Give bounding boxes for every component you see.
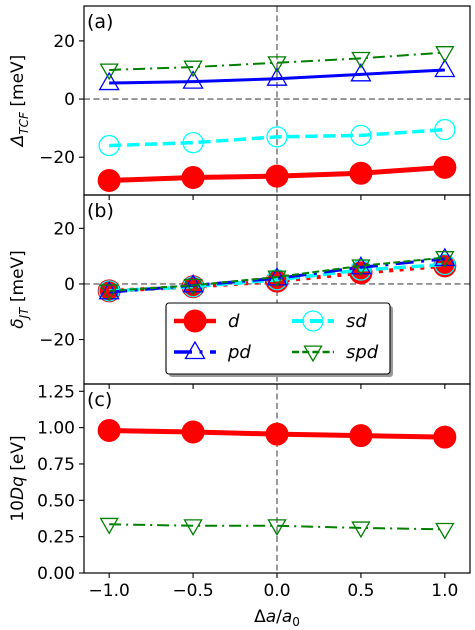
data-point-pd [350,63,372,82]
legend-label-spd: spd [346,342,379,363]
x-axis-label: Δa/a0 [254,607,300,629]
panel-1: −20 0 20 (a) ΔTCF [meV] [8,5,471,200]
y-tick-label: −20 [39,148,75,168]
panel-3: 0.00 0.25 0.50 0.75 1.00 1.25 (c) 10Dq [eV] −1.0… [8,382,471,629]
series-line-pd [109,68,445,85]
x-tick-label: 1.0 [431,581,458,601]
axes-frame [83,383,471,574]
data-point-sd [98,134,120,157]
data-point-d [97,168,121,192]
data-point-d [97,419,121,443]
data-point-sd [266,126,288,148]
data-point-pd [434,58,456,78]
legend: d sd pd spd [165,302,393,377]
data-point-d [433,425,457,449]
series-line-spd [109,523,445,531]
data-point-pd [182,274,204,293]
data-point-sd [182,132,204,154]
data-point-d [181,166,205,190]
panel-label: (b) [87,200,114,222]
y-tick-label: 20 [53,32,75,52]
legend-marker-spd [303,345,323,363]
y-tick-label: 1.00 [37,419,75,439]
data-point-pd [182,70,204,89]
data-point-spd [435,522,455,540]
data-point-spd [183,278,203,296]
data-point-spd [351,51,371,69]
y-tick-label: −20 [39,331,75,351]
data-point-d [181,420,205,444]
data-point-sd [434,253,456,276]
legend-marker-sd [302,310,324,332]
data-point-pd [266,67,288,86]
x-tick-label: 0.5 [347,581,374,601]
data-point-spd [183,519,203,537]
y-tick-label: 0 [64,90,75,110]
legend-label-sd: sd [346,311,367,332]
y-axis-label: 10Dq [eV] [8,435,28,521]
data-point-spd [99,63,119,81]
series-group [97,247,457,303]
x-tick-label: 0.0 [263,581,290,601]
data-point-d [265,422,289,446]
data-point-spd [435,46,455,63]
panel-label: (a) [87,11,113,33]
data-point-spd [435,251,455,268]
legend-marker-d [183,309,207,333]
data-point-spd [183,60,203,78]
series-line-spd [109,256,445,292]
legend-label-pd: pd [227,342,251,363]
series-group [97,46,457,192]
series-line-spd [109,51,445,71]
data-point-spd [99,284,119,302]
data-point-spd [99,517,119,535]
y-tick-label: 0.25 [37,528,75,548]
legend-marker-pd [184,340,206,360]
data-point-d [433,155,457,179]
y-axis-label: δJT [meV] [8,250,31,329]
data-point-spd [267,56,287,74]
y-tick-label: 0.50 [37,491,75,511]
y-axis-label: ΔTCF [meV] [8,55,31,149]
panel-label: (c) [87,389,112,411]
panel-2: −20 0 20 (b) δJT [meV] d sd pd spd [8,194,471,389]
data-point-spd [267,519,287,537]
data-point-sd [434,118,456,141]
data-point-spd [351,259,371,277]
data-point-d [349,424,373,448]
data-point-sd [350,124,372,147]
data-point-pd [98,71,120,91]
x-tick-label: −1.0 [89,581,130,601]
series-line-sd [109,127,445,148]
x-tick-label: −0.5 [172,581,213,601]
y-tick-label: 0 [64,275,75,295]
y-tick-label: 0.75 [37,455,75,475]
legend-label-d: d [228,311,240,332]
data-point-d [265,164,289,188]
data-point-spd [351,521,371,539]
y-tick-label: 0.00 [37,564,75,584]
data-point-d [349,161,373,185]
data-point-spd [267,270,287,288]
series-group [97,419,457,540]
y-tick-label: 20 [53,219,75,239]
y-tick-label: 1.25 [37,382,75,402]
